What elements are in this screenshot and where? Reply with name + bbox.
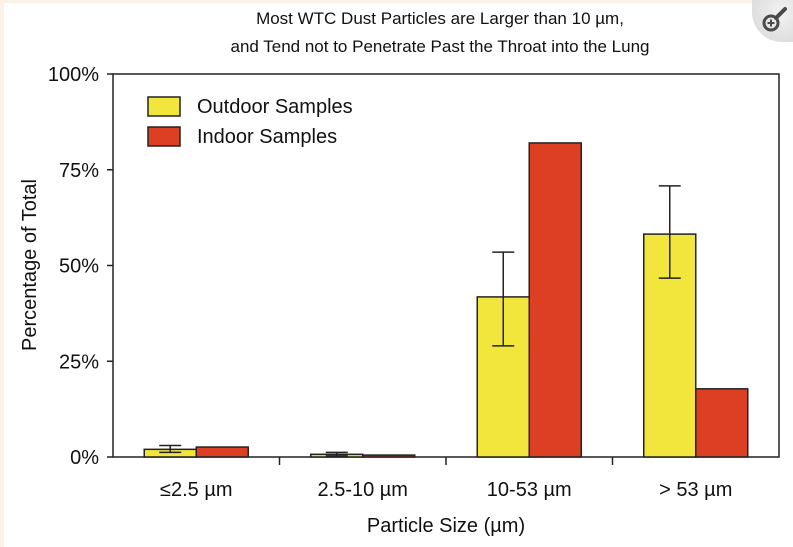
- y-tick-label: 50%: [59, 256, 99, 278]
- bars: [143, 142, 749, 458]
- x-tick-label: 2.5-10 µm: [318, 479, 408, 501]
- chart-title-line-2: and Tend not to Penetrate Past the Throa…: [230, 37, 649, 56]
- page-border-top: [0, 0, 793, 3]
- x-axis: ≤2.5 µm 2.5-10 µm 10-53 µm > 53 µm: [160, 457, 732, 501]
- page-border-left: [0, 0, 4, 547]
- bar-indoor: [528, 142, 582, 458]
- legend-swatch-indoor: [147, 126, 181, 147]
- chart-title: Most WTC Dust Particles are Larger than …: [230, 9, 649, 56]
- y-tick-label: 25%: [59, 351, 99, 373]
- zoom-in-icon: [762, 7, 787, 32]
- x-tick-label: 10-53 µm: [487, 479, 572, 501]
- chart-title-line-1: Most WTC Dust Particles are Larger than …: [256, 9, 624, 28]
- legend-swatch-outdoor: [147, 96, 181, 117]
- bar-indoor: [695, 388, 749, 458]
- x-tick-label: ≤2.5 µm: [160, 479, 233, 501]
- error-bars: [159, 185, 681, 457]
- y-axis-label: Percentage of Total: [19, 179, 41, 351]
- y-tick-label: 75%: [59, 160, 99, 182]
- legend: Outdoor Samples Indoor Samples: [147, 96, 353, 148]
- y-axis: 0% 25% 50% 75% 100%: [48, 64, 113, 469]
- zoom-button[interactable]: [752, 0, 793, 42]
- bar-indoor: [362, 454, 416, 458]
- bar-indoor: [195, 446, 249, 458]
- x-tick-label: > 53 µm: [659, 479, 732, 501]
- x-axis-label: Particle Size (µm): [367, 515, 525, 537]
- y-tick-label: 100%: [48, 64, 99, 86]
- legend-label-indoor: Indoor Samples: [197, 126, 337, 148]
- legend-label-outdoor: Outdoor Samples: [197, 96, 353, 118]
- y-tick-label: 0%: [70, 447, 99, 469]
